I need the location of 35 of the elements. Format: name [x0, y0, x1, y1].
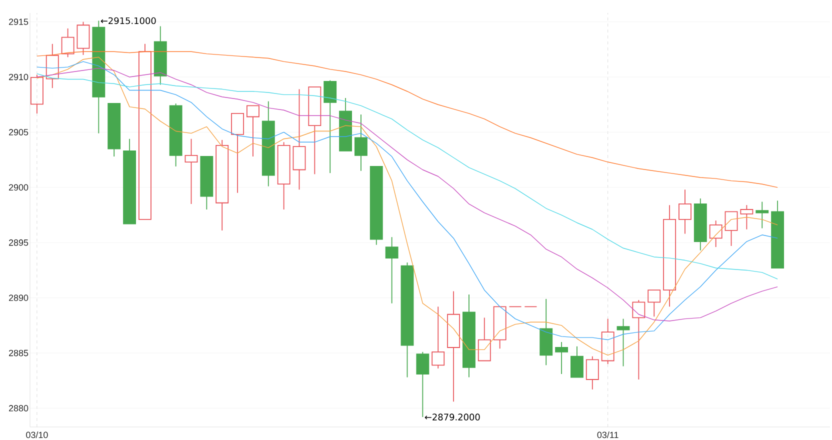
candlestick	[462, 294, 476, 378]
candlestick	[663, 204, 676, 308]
candlestick	[385, 236, 398, 304]
candlestick	[46, 43, 59, 89]
candlestick	[555, 342, 568, 374]
candlestick	[216, 139, 229, 231]
candlestick	[447, 290, 460, 402]
y-tick-label: 2915	[8, 18, 28, 25]
y-tick-label: 2880	[8, 405, 28, 412]
candlestick	[601, 318, 614, 365]
candlestick	[632, 300, 646, 380]
y-tick-label: 2895	[8, 239, 28, 246]
x-tick-label: 03/10	[26, 432, 48, 438]
candlestick	[678, 189, 692, 234]
candlestick	[277, 142, 290, 210]
y-tick-label: 2910	[8, 74, 28, 80]
candlestick	[292, 88, 306, 190]
annotation: ←2879.2000	[424, 414, 480, 420]
candlestick	[354, 114, 368, 172]
candlestick	[432, 306, 445, 369]
y-tick-label: 2900	[8, 184, 28, 191]
annotation: ←2915.1000	[100, 17, 156, 24]
y-tick-label: 2885	[8, 350, 28, 356]
y-tick-label: 2890	[8, 294, 28, 301]
candlestick	[169, 103, 182, 167]
candlestick	[709, 220, 722, 248]
candlestick	[540, 298, 553, 366]
y-tick-label: 2905	[8, 129, 28, 136]
x-tick-label: 03/11	[597, 432, 618, 438]
candlestick	[184, 138, 198, 204]
candlestick	[262, 100, 275, 187]
candlestick	[756, 201, 769, 229]
candlestick	[694, 198, 707, 251]
candlestick	[154, 26, 167, 86]
candlestick	[740, 204, 754, 230]
